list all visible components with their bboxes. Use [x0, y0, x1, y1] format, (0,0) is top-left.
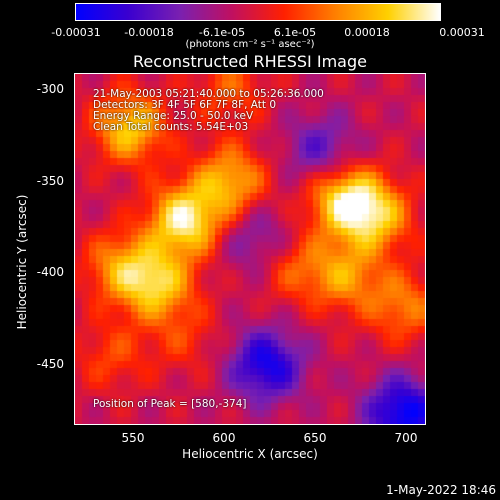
plot-timestamp: 1-May-2022 18:46: [386, 483, 496, 497]
colorbar-tick: -0.00018: [124, 26, 174, 39]
plot-title: Reconstructed RHESSI Image: [133, 52, 367, 71]
x-axis-label: Heliocentric X (arcsec): [182, 447, 318, 461]
y-tick-label: -450: [36, 357, 64, 371]
y-axis-label: Heliocentric Y (arcsec): [15, 194, 29, 330]
colorbar-tick: -0.00031: [51, 26, 101, 39]
plot-area: 21-May-2003 05:21:40.000 to 05:26:36.000…: [74, 73, 426, 425]
y-tick-label: -350: [36, 174, 64, 188]
x-tick-label: 550: [121, 431, 145, 445]
heatmap-image: [75, 74, 425, 424]
annotation-peak: Position of Peak = [580,-374]: [93, 398, 247, 410]
y-tick-label: -300: [36, 82, 64, 96]
colorbar-units: (photons cm⁻² s⁻¹ asec⁻²): [185, 39, 315, 50]
colorbar-tick: 6.1e-05: [273, 26, 317, 39]
x-tick-label: 600: [212, 431, 236, 445]
annotation-time: 21-May-2003 05:21:40.000 to 05:26:36.000: [93, 88, 324, 100]
colorbar-tick: 0.00018: [344, 26, 390, 39]
annotation-clean: Clean Total counts: 5.54E+03: [93, 121, 249, 133]
annotation-energy: Energy Range: 25.0 - 50.0 keV: [93, 110, 254, 122]
colorbar-tick: -6.1e-05: [198, 26, 246, 39]
colorbar-tick: 0.00031: [439, 26, 485, 39]
x-tick-label: 650: [303, 431, 327, 445]
colorbar: [75, 3, 441, 21]
y-tick-label: -400: [36, 265, 64, 279]
annotation-detectors: Detectors: 3F 4F 5F 6F 7F 8F, Att 0: [93, 99, 277, 111]
x-tick-label: 700: [394, 431, 418, 445]
